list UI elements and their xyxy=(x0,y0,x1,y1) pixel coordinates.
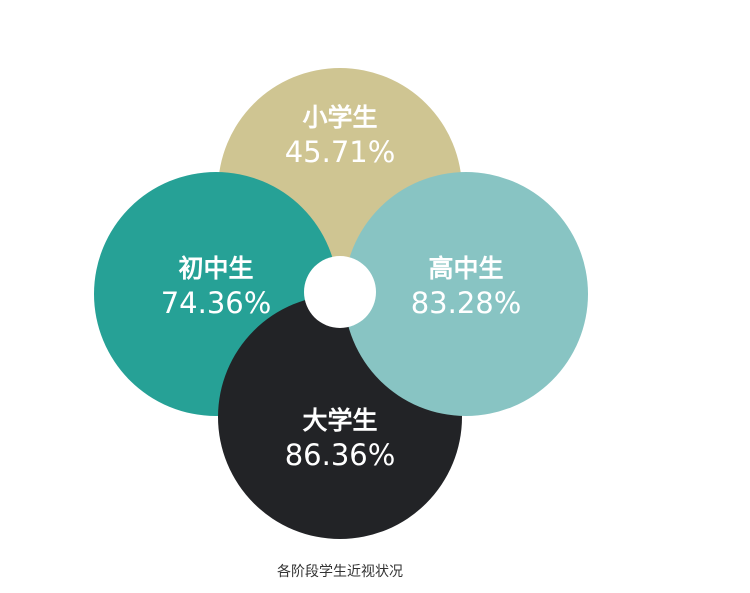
circle-senior-high: 高中生 83.28% xyxy=(344,172,588,416)
value-junior-high: 74.36% xyxy=(160,286,272,320)
value-university: 86.36% xyxy=(284,438,396,472)
label-senior-high: 高中生 xyxy=(428,254,504,283)
caption: 各阶段学生近视状况 xyxy=(277,564,403,580)
value-primary-school: 45.71% xyxy=(284,135,396,169)
label-primary-school: 小学生 xyxy=(302,103,378,132)
center-hole xyxy=(304,256,376,328)
label-university: 大学生 xyxy=(302,406,378,435)
value-senior-high: 83.28% xyxy=(410,286,522,320)
label-junior-high: 初中生 xyxy=(178,254,254,283)
